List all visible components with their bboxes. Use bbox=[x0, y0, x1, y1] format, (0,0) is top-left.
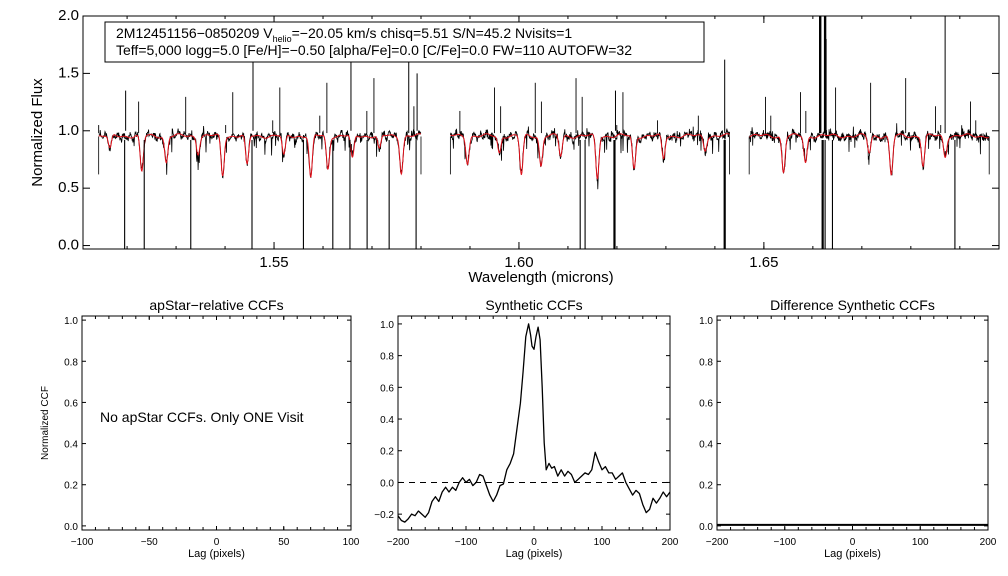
x-tick-label: 0 bbox=[214, 537, 220, 548]
annotation-line-1: 2M12451156−0850209 Vhelio=−20.05 km/s ch… bbox=[116, 25, 572, 44]
y-tick-label: 0.4 bbox=[380, 415, 394, 426]
model-spectrum-line bbox=[450, 133, 730, 180]
x-tick-label: 100 bbox=[594, 537, 611, 548]
apstar-ccf-panel: −100 −50 0 50 100 0.0 0.2 0.4 0.6 0.8 1.0 apStar−re… bbox=[40, 297, 360, 560]
x-tick-label: 100 bbox=[912, 537, 929, 548]
x-tick-label: −100 bbox=[71, 537, 94, 548]
x-tick-label: −200 bbox=[706, 537, 729, 548]
x-tick-label: 200 bbox=[980, 537, 997, 548]
star-id-text: 2M12451156−0850209 V bbox=[116, 25, 273, 41]
x-axis-label: Lag (pixels) bbox=[824, 548, 881, 560]
no-ccf-message: No apStar CCFs. Only ONE Visit bbox=[100, 409, 304, 425]
y-tick-label: −0.2 bbox=[374, 510, 394, 521]
y-tick-label: 0.6 bbox=[64, 398, 78, 409]
spectrum-plot-frame bbox=[82, 15, 1000, 250]
y-tick-label: 2.0 bbox=[58, 7, 79, 24]
info-annotation-box: 2M12451156−0850209 Vhelio=−20.05 km/s ch… bbox=[104, 21, 705, 63]
x-axis-label: Lag (pixels) bbox=[188, 548, 245, 560]
spectrum-data bbox=[98, 16, 990, 249]
x-tick-label: −100 bbox=[773, 537, 796, 548]
x-tick-label: 1.60 bbox=[504, 254, 533, 271]
model-spectrum-line bbox=[748, 133, 990, 176]
x-tick-label: 100 bbox=[343, 537, 360, 548]
y-axis-label: Normalized CCF bbox=[40, 386, 51, 460]
y-tick-label: 0.5 bbox=[58, 179, 79, 196]
x-tick-label: −200 bbox=[387, 537, 410, 548]
observed-spectrum-line bbox=[748, 123, 990, 176]
y-tick-label: 0.4 bbox=[699, 440, 713, 451]
annotation-line-2: Teff=5,000 logg=5.0 [Fe/H]=−0.50 [alpha/… bbox=[116, 42, 632, 58]
synthetic-ccf-panel: −200 −100 0 100 200 −0.2 0.0 0.2 0.4 0.6 0.8 1.0 Syn… bbox=[374, 297, 679, 560]
difference-ccf-panel: −200 −100 0 100 200 0.0 0.2 0.4 0.6 0.8 1.0 Differe… bbox=[699, 297, 997, 560]
stats-text: =−20.05 km/s chisq=5.51 S/N=45.2 Nvisits… bbox=[292, 25, 573, 41]
y-tick-label: 1.0 bbox=[699, 316, 713, 327]
x-tick-label: 50 bbox=[278, 537, 290, 548]
model-spectrum-line bbox=[98, 133, 422, 178]
x-tick-label: 0 bbox=[531, 537, 537, 548]
y-tick-label: 0.8 bbox=[699, 357, 713, 368]
y-tick-label: 0.6 bbox=[699, 398, 713, 409]
y-tick-label: 1.0 bbox=[380, 320, 394, 331]
synthetic-ccf-line bbox=[397, 323, 671, 523]
y-tick-label: 0.2 bbox=[699, 481, 713, 492]
x-tick-label: 1.55 bbox=[259, 254, 288, 271]
y-tick-label: 1.0 bbox=[64, 316, 78, 327]
y-tick-label: 1.5 bbox=[58, 64, 79, 81]
difference-ccf-frame bbox=[716, 315, 989, 531]
x-tick-label: 1.65 bbox=[749, 254, 778, 271]
x-tick-label: 200 bbox=[662, 537, 679, 548]
panel-title: Difference Synthetic CCFs bbox=[770, 297, 935, 313]
x-tick-label: −100 bbox=[455, 537, 478, 548]
y-tick-label: 0.2 bbox=[64, 481, 78, 492]
y-tick-label: 0.8 bbox=[380, 352, 394, 363]
y-tick-label: 0.6 bbox=[380, 383, 394, 394]
y-tick-label: 0.4 bbox=[64, 440, 78, 451]
y-tick-label: 0.0 bbox=[64, 522, 78, 533]
observed-spectrum-line bbox=[98, 125, 422, 179]
panel-title: apStar−relative CCFs bbox=[149, 297, 283, 313]
y-tick-label: 0.2 bbox=[380, 447, 394, 458]
x-axis-label: Wavelength (microns) bbox=[468, 269, 613, 286]
y-tick-label: 0.8 bbox=[64, 357, 78, 368]
y-tick-label: 0.0 bbox=[380, 478, 394, 489]
y-tick-label: 0.0 bbox=[699, 522, 713, 533]
y-tick-label: 1.0 bbox=[58, 122, 79, 139]
panel-title: Synthetic CCFs bbox=[485, 297, 582, 313]
vhelio-subscript: helio bbox=[273, 34, 292, 44]
annotation-frame bbox=[104, 21, 705, 63]
y-axis-label: Normalized Flux bbox=[29, 78, 46, 187]
y-tick-label: 0.0 bbox=[58, 237, 79, 254]
x-axis-label: Lag (pixels) bbox=[506, 548, 563, 560]
x-tick-label: −50 bbox=[141, 537, 158, 548]
x-tick-label: 0 bbox=[850, 537, 856, 548]
spectrum-panel: 1.55 1.60 1.65 0.0 0.5 1.0 1.5 2.0 Wavelength (m… bbox=[29, 7, 1000, 286]
